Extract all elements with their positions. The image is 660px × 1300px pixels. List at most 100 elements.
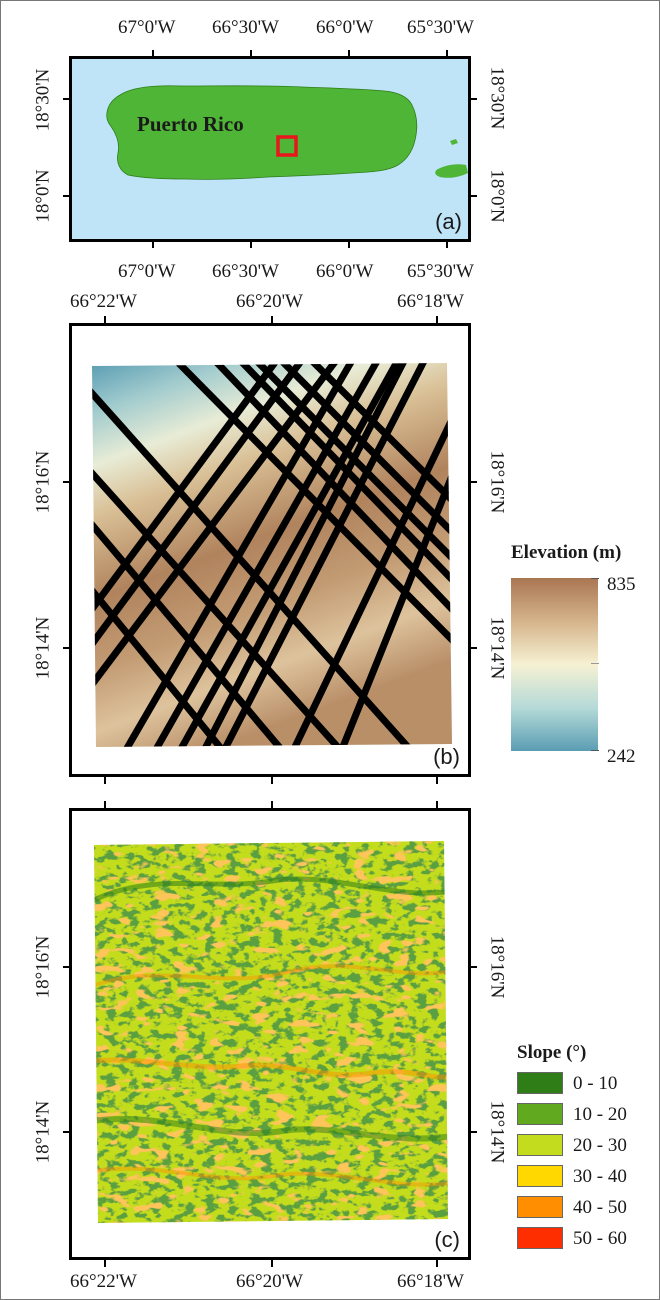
panel-c-bottom-lon-label: 66°22'W bbox=[70, 1271, 137, 1292]
panel-a-top-lon-label: 65°30'W bbox=[407, 17, 474, 38]
tick bbox=[436, 316, 438, 324]
panel-a-letter: (a) bbox=[435, 209, 462, 234]
tick bbox=[250, 50, 252, 57]
panel-c-right-lat-label: 18°16'N bbox=[486, 935, 508, 999]
panel-b-letter: (b) bbox=[433, 744, 460, 769]
tick bbox=[104, 776, 106, 784]
panel-c-left-lat-label: 18°16'N bbox=[32, 935, 54, 999]
slope-ridge-lines bbox=[94, 876, 448, 1187]
panel-b-right-lat-label: 18°14'N bbox=[486, 616, 508, 680]
panel-a-bottom-lon-label: 65°30'W bbox=[407, 261, 474, 282]
tick bbox=[63, 98, 70, 100]
altimetry-track bbox=[92, 367, 436, 747]
tick bbox=[470, 647, 477, 649]
tick bbox=[104, 801, 106, 809]
panel-c-right-lat-label: 18°14'N bbox=[486, 1100, 508, 1164]
panel-a-top-lon-label: 66°0'W bbox=[316, 17, 374, 38]
tick bbox=[436, 776, 438, 784]
panel-a-map-frame: Puerto Rico (a) bbox=[69, 56, 471, 242]
slope-class-label: 40 - 50 bbox=[573, 1197, 627, 1218]
panel-a-bottom-lon-label: 66°30'W bbox=[212, 261, 279, 282]
panel-a-left-lat-label: 18°30'N bbox=[32, 68, 54, 132]
tick bbox=[152, 50, 154, 57]
panel-c-bottom-lon-label: 66°20'W bbox=[236, 1271, 303, 1292]
study-area-marker bbox=[276, 135, 298, 157]
tick bbox=[63, 481, 70, 483]
altimetry-track bbox=[92, 363, 366, 715]
tick bbox=[436, 1259, 438, 1267]
altimetry-track bbox=[328, 432, 452, 747]
slope-legend-title: Slope (°) bbox=[517, 1042, 587, 1063]
tick bbox=[271, 776, 273, 784]
panel-c-letter: (c) bbox=[434, 1227, 460, 1252]
vieques-island bbox=[435, 164, 468, 178]
slope-map bbox=[94, 841, 448, 1223]
tick bbox=[446, 50, 448, 57]
region-label: Puerto Rico bbox=[137, 112, 244, 136]
panel-c-map-frame: (c) bbox=[69, 808, 471, 1260]
tick bbox=[470, 1131, 477, 1133]
tick bbox=[591, 578, 599, 579]
tick bbox=[271, 801, 273, 809]
altimetry-track bbox=[92, 497, 306, 747]
altimetry-track bbox=[178, 363, 452, 630]
tick bbox=[470, 98, 477, 100]
panel-a-right-lat-label: 18°0'N bbox=[486, 169, 508, 223]
panel-c-left-lat-label: 18°14'N bbox=[32, 1100, 54, 1164]
slope-class-swatch bbox=[517, 1103, 563, 1125]
tick bbox=[63, 1131, 70, 1133]
slope-class-label: 50 - 60 bbox=[573, 1228, 627, 1249]
tick bbox=[63, 195, 70, 197]
tick bbox=[63, 966, 70, 968]
puerto-rico-map bbox=[72, 59, 468, 239]
tick bbox=[446, 241, 448, 248]
tick bbox=[470, 481, 477, 483]
tick bbox=[63, 647, 70, 649]
tick bbox=[250, 241, 252, 248]
slope-steep-areas bbox=[94, 841, 448, 1223]
tick bbox=[591, 750, 599, 751]
tick bbox=[470, 966, 477, 968]
tick bbox=[348, 50, 350, 57]
tick bbox=[348, 241, 350, 248]
altimetry-track bbox=[92, 363, 306, 640]
panel-b-left-lat-label: 18°16'N bbox=[32, 450, 54, 514]
panel-b-right-lat-label: 18°16'N bbox=[486, 450, 508, 514]
tick bbox=[271, 1259, 273, 1267]
elevation-map bbox=[92, 363, 452, 747]
altimetry-track bbox=[92, 363, 331, 675]
slope-class-swatch bbox=[517, 1165, 563, 1187]
panel-a-left-lat-label: 18°0'N bbox=[32, 169, 54, 223]
altimetry-track bbox=[188, 363, 426, 747]
tick bbox=[591, 663, 599, 664]
altimetry-track bbox=[278, 382, 452, 747]
tick bbox=[104, 316, 106, 324]
slope-class-swatch bbox=[517, 1134, 563, 1156]
tick bbox=[152, 241, 154, 248]
panel-b-top-lon-label: 66°18'W bbox=[397, 291, 464, 312]
puerto-rico-island bbox=[106, 85, 418, 180]
altimetry-track bbox=[208, 363, 446, 747]
slope-class-label: 30 - 40 bbox=[573, 1166, 627, 1187]
altimetry-track bbox=[138, 363, 401, 747]
elevation-min-label: 242 bbox=[607, 746, 636, 767]
panel-a-top-lon-label: 67°0'W bbox=[118, 17, 176, 38]
altimetry-track bbox=[108, 363, 376, 747]
panel-a-top-lon-label: 66°30'W bbox=[212, 17, 279, 38]
panel-a-right-lat-label: 18°30'N bbox=[486, 66, 508, 130]
altimetry-track bbox=[163, 363, 421, 747]
slope-class-label: 10 - 20 bbox=[573, 1104, 627, 1125]
panel-b-top-lon-label: 66°22'W bbox=[70, 291, 137, 312]
panel-a-bottom-lon-label: 66°0'W bbox=[316, 261, 374, 282]
slope-class-swatch bbox=[517, 1072, 563, 1094]
tick bbox=[470, 195, 477, 197]
altimetry-track bbox=[92, 447, 366, 747]
elevation-colorbar bbox=[511, 578, 598, 751]
panel-b-map-frame: (b) bbox=[69, 323, 471, 777]
slope-class-label: 20 - 30 bbox=[573, 1135, 627, 1156]
panel-b-top-lon-label: 66°20'W bbox=[236, 291, 303, 312]
panel-b-left-lat-label: 18°14'N bbox=[32, 616, 54, 680]
elevation-max-label: 835 bbox=[607, 574, 636, 595]
tick bbox=[436, 801, 438, 809]
culebra-island bbox=[450, 139, 458, 145]
